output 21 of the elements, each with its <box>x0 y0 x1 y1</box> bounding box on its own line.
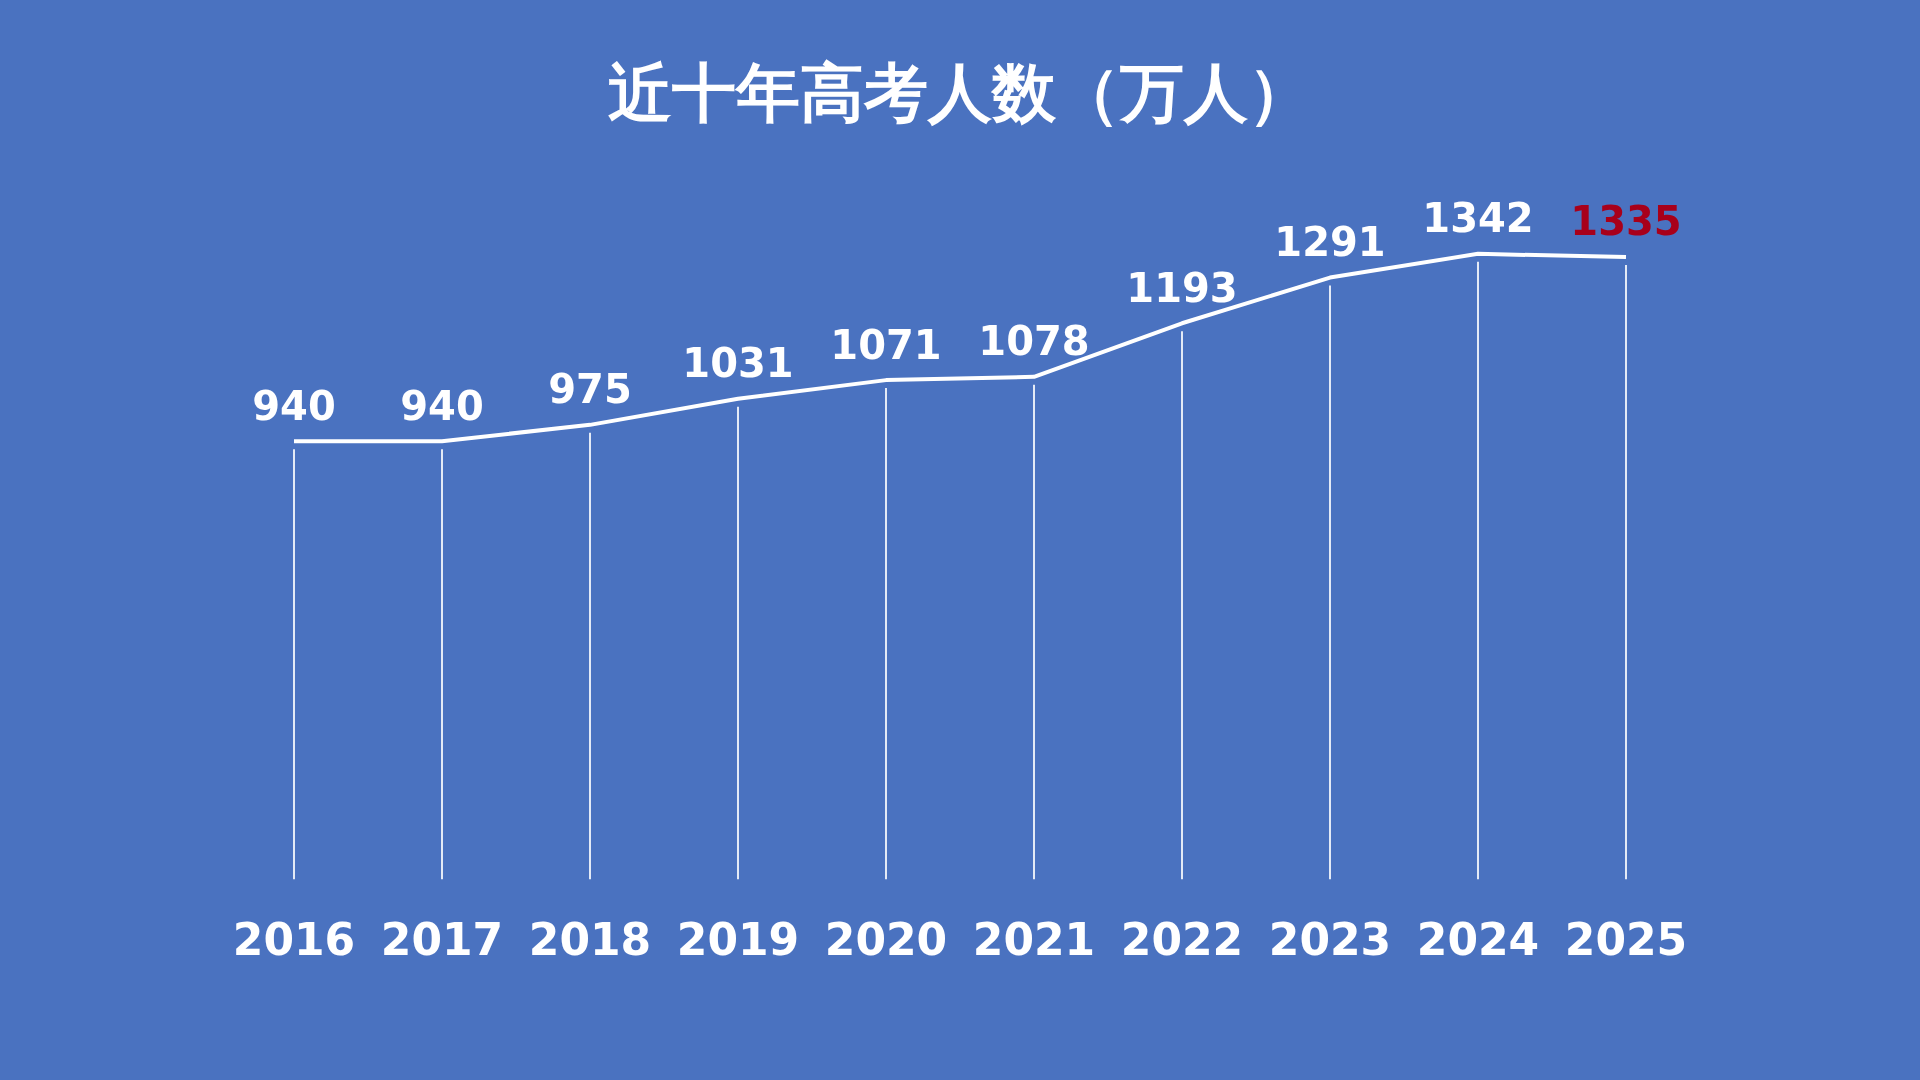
data-label: 975 <box>548 366 632 413</box>
x-tick-label: 2018 <box>528 914 652 966</box>
data-label: 1031 <box>682 340 794 387</box>
data-label: 940 <box>400 382 484 429</box>
data-label: 1342 <box>1422 195 1534 242</box>
x-tick-label: 2022 <box>1120 914 1244 966</box>
data-label: 940 <box>252 382 336 429</box>
data-label: 1291 <box>1274 218 1386 265</box>
data-label: 1193 <box>1126 264 1238 311</box>
x-tick-label: 2016 <box>232 914 356 966</box>
x-tick-label: 2023 <box>1268 914 1392 966</box>
x-tick-label: 2019 <box>676 914 800 966</box>
x-tick-label: 2017 <box>380 914 504 966</box>
chart-title: 近十年高考人数（万人） <box>608 56 1312 131</box>
x-tick-label: 2020 <box>824 914 948 966</box>
data-label: 1071 <box>830 321 942 368</box>
data-label: 1335 <box>1570 198 1682 245</box>
data-label: 1078 <box>978 318 1090 365</box>
x-tick-label: 2025 <box>1564 914 1688 966</box>
x-tick-label: 2021 <box>972 914 1096 966</box>
x-tick-label: 2024 <box>1416 914 1540 966</box>
